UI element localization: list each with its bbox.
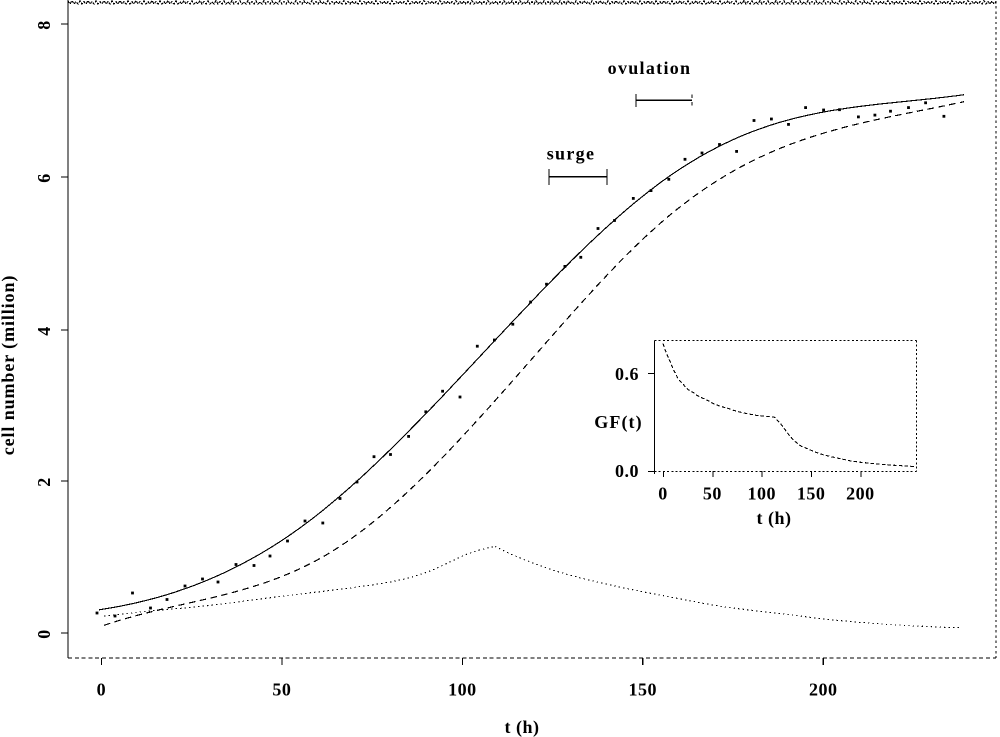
svg-text:0.6: 0.6 bbox=[615, 364, 639, 384]
svg-text:6: 6 bbox=[34, 173, 54, 183]
svg-text:8: 8 bbox=[34, 20, 54, 30]
svg-text:4: 4 bbox=[34, 326, 54, 336]
svg-text:2: 2 bbox=[34, 477, 54, 487]
svg-text:GF(t): GF(t) bbox=[594, 412, 642, 433]
svg-text:ovulation: ovulation bbox=[608, 58, 692, 78]
svg-text:200: 200 bbox=[809, 680, 838, 700]
svg-text:100: 100 bbox=[747, 484, 776, 504]
svg-text:0: 0 bbox=[34, 629, 54, 639]
svg-text:50: 50 bbox=[272, 680, 291, 700]
svg-text:0: 0 bbox=[658, 484, 668, 504]
svg-text:100: 100 bbox=[448, 680, 477, 700]
svg-text:150: 150 bbox=[629, 680, 658, 700]
svg-text:t (h): t (h) bbox=[757, 508, 792, 529]
svg-text:200: 200 bbox=[846, 484, 875, 504]
svg-text:surge: surge bbox=[547, 144, 596, 164]
svg-text:0: 0 bbox=[97, 680, 107, 700]
svg-text:50: 50 bbox=[703, 484, 722, 504]
svg-text:150: 150 bbox=[797, 484, 826, 504]
svg-text:0.0: 0.0 bbox=[615, 461, 639, 481]
svg-text:cell number (million): cell number (million) bbox=[0, 275, 19, 456]
svg-text:t (h): t (h) bbox=[505, 717, 540, 737]
